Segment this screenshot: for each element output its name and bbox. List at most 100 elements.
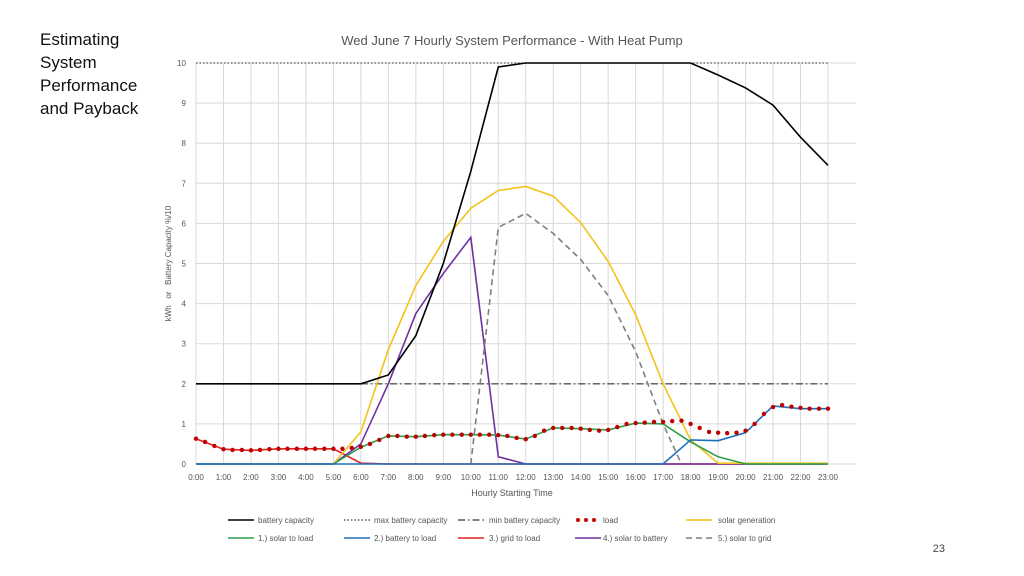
- point-load: [660, 419, 666, 425]
- point-load: [267, 446, 272, 452]
- point-load: [651, 419, 657, 425]
- series-line-4-solar-to-battery: [196, 235, 828, 465]
- x-tick-label: 19:00: [708, 473, 729, 482]
- x-tick-label: 10:00: [461, 473, 482, 482]
- x-tick-label: 9:00: [436, 473, 452, 482]
- point-load: [578, 426, 583, 431]
- point-load: [367, 441, 373, 447]
- point-load: [239, 447, 245, 453]
- point-load: [322, 446, 327, 451]
- y-tick-label: 7: [182, 179, 187, 188]
- point-load: [532, 433, 538, 439]
- point-load: [202, 439, 208, 445]
- legend-label: min battery capacity: [489, 516, 560, 525]
- x-tick-label: 2:00: [243, 473, 259, 482]
- point-load: [496, 432, 501, 438]
- point-load: [715, 430, 721, 435]
- x-tick-label: 18:00: [681, 473, 702, 482]
- point-load: [276, 446, 281, 451]
- point-load: [816, 406, 822, 411]
- point-load: [688, 421, 693, 427]
- legend-label: 5.) solar to grid: [718, 534, 771, 543]
- legend-label: 4.) solar to battery: [603, 534, 667, 543]
- point-load: [642, 420, 647, 425]
- point-load: [312, 446, 318, 451]
- point-load: [193, 436, 199, 441]
- point-load: [450, 432, 455, 437]
- point-load: [752, 421, 757, 427]
- legend-label: 1.) solar to load: [258, 534, 313, 543]
- legend-label: 3.) grid to load: [489, 534, 540, 543]
- point-load: [734, 430, 739, 435]
- x-tick-label: 8:00: [408, 473, 424, 482]
- y-tick-label: 2: [182, 380, 187, 389]
- legend-label: 2.) battery to load: [374, 534, 436, 543]
- point-load: [432, 432, 437, 438]
- point-load: [477, 432, 483, 437]
- point-load: [789, 404, 794, 409]
- point-load: [514, 435, 519, 441]
- point-load: [551, 425, 556, 431]
- legend-marker: [592, 518, 596, 522]
- y-tick-label: 8: [182, 139, 187, 148]
- x-tick-label: 4:00: [298, 473, 314, 482]
- point-load: [468, 432, 473, 437]
- legend-marker: [576, 518, 580, 522]
- point-load: [679, 418, 684, 423]
- point-load: [825, 406, 831, 411]
- x-tick-label: 3:00: [271, 473, 287, 482]
- series-line-solar-generation: [332, 185, 828, 465]
- y-tick-label: 6: [182, 219, 187, 228]
- point-load: [395, 433, 400, 439]
- point-load: [248, 448, 254, 453]
- legend-label: max battery capacity: [374, 516, 447, 525]
- x-tick-label: 15:00: [598, 473, 619, 482]
- point-load: [441, 432, 446, 437]
- point-load: [486, 432, 492, 437]
- point-load: [669, 418, 675, 424]
- y-tick-label: 9: [182, 99, 187, 108]
- point-load: [633, 420, 638, 426]
- x-tick-label: 17:00: [653, 473, 674, 482]
- x-tick-label: 22:00: [791, 473, 812, 482]
- point-load: [459, 432, 464, 437]
- point-load: [779, 402, 785, 408]
- y-tick-label: 3: [182, 340, 187, 349]
- x-tick-label: 1:00: [216, 473, 232, 482]
- point-load: [541, 428, 547, 433]
- point-load: [505, 433, 510, 439]
- point-load: [257, 447, 263, 453]
- chart-title: Wed June 7 Hourly System Performance - W…: [341, 33, 683, 48]
- point-load: [770, 404, 776, 410]
- point-load: [624, 421, 629, 427]
- point-load: [798, 405, 803, 411]
- point-load: [596, 428, 602, 433]
- point-load: [523, 436, 528, 442]
- series-line-battery-capacity: [196, 62, 829, 385]
- x-tick-label: 6:00: [353, 473, 369, 482]
- point-load: [303, 446, 309, 451]
- point-load: [294, 446, 300, 451]
- y-tick-label: 4: [182, 300, 187, 309]
- point-load: [615, 424, 620, 430]
- x-tick-label: 0:00: [188, 473, 204, 482]
- point-load: [560, 425, 565, 431]
- y-tick-label: 1: [182, 420, 187, 429]
- legend-marker: [584, 518, 588, 522]
- slide-title: Estimating System Performance and Paybac…: [40, 30, 139, 118]
- point-load: [349, 445, 355, 451]
- legend-label: solar generation: [718, 516, 775, 525]
- point-load: [422, 433, 428, 439]
- x-tick-label: 20:00: [736, 473, 757, 482]
- x-tick-label: 12:00: [516, 473, 537, 482]
- point-load: [221, 446, 226, 452]
- x-tick-label: 7:00: [381, 473, 397, 482]
- point-load: [386, 433, 391, 439]
- x-tick-label: 5:00: [326, 473, 342, 482]
- point-load: [761, 411, 767, 417]
- x-tick-label: 23:00: [818, 473, 839, 482]
- point-load: [605, 427, 611, 433]
- x-tick-label: 14:00: [571, 473, 592, 482]
- point-load: [743, 428, 748, 433]
- point-load: [331, 446, 336, 451]
